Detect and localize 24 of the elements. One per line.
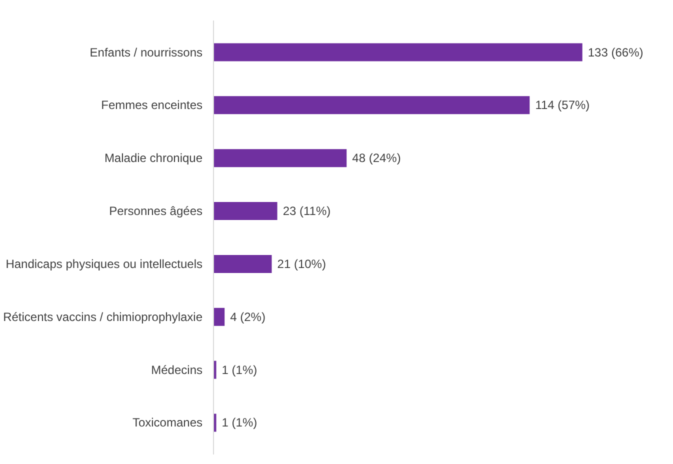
bar [214,202,278,220]
bar [214,414,216,432]
data-label: 23 (11%) [282,204,331,218]
y-tick-label: Personnes âgées [109,204,203,218]
y-tick-label: Réticents vaccins / chimioprophylaxie [3,310,203,324]
y-tick-label: Femmes enceintes [101,98,202,112]
data-label: 48 (24%) [352,151,401,166]
y-tick-label: Enfants / nourrissons [90,45,203,60]
bar [214,96,530,114]
data-label: 4 (2%) [230,310,266,324]
data-label: 1 (1%) [222,416,258,430]
y-tick-label: Handicaps physiques ou intellectuels [6,256,203,271]
data-label: 114 (57%) [535,98,590,112]
bar [214,43,582,62]
bar [214,308,225,326]
y-tick-label: Maladie chronique [104,151,203,166]
bar [214,149,347,168]
bar [214,254,272,273]
y-tick-label: Médecins [151,362,202,377]
y-tick-label: Toxicomanes [132,416,202,430]
data-label: 133 (66%) [588,45,644,60]
bar [214,360,216,379]
data-label: 21 (10%) [277,256,326,271]
data-label: 1 (1%) [222,362,258,377]
